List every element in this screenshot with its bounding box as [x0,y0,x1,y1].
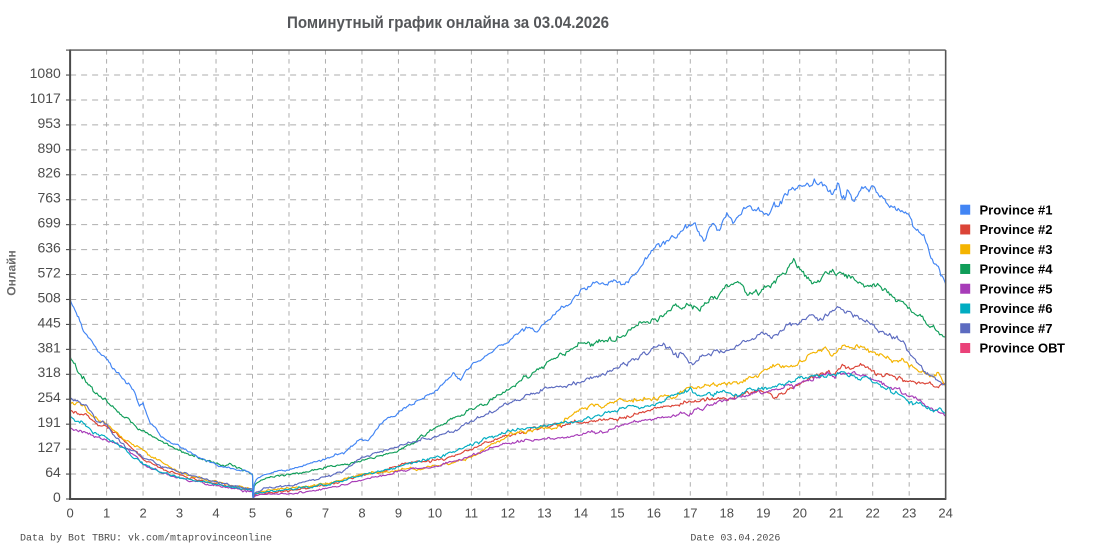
svg-text:1: 1 [103,506,110,521]
svg-text:20: 20 [792,506,806,521]
svg-text:8: 8 [358,506,365,521]
svg-text:64: 64 [45,464,61,480]
svg-text:890: 890 [37,140,61,156]
svg-text:381: 381 [37,339,61,355]
svg-text:445: 445 [37,314,61,330]
svg-text:254: 254 [37,389,61,405]
svg-text:17: 17 [683,506,697,521]
svg-text:Province #3: Province #3 [980,242,1053,257]
svg-text:826: 826 [37,165,61,181]
svg-text:22: 22 [865,506,879,521]
svg-text:21: 21 [829,506,843,521]
svg-text:1017: 1017 [30,90,61,106]
svg-text:6: 6 [285,506,292,521]
svg-text:1080: 1080 [30,65,61,81]
svg-text:Province #5: Province #5 [980,281,1053,296]
svg-text:572: 572 [37,264,61,280]
svg-text:Data by Bot TBRU: vk.com/mtapr: Data by Bot TBRU: vk.com/mtaprovinceonli… [20,533,272,545]
svg-text:508: 508 [37,289,61,305]
svg-text:15: 15 [610,506,624,521]
svg-text:Поминутный график онлайна за 0: Поминутный график онлайна за 03.04.2026 [287,13,609,32]
svg-text:763: 763 [37,190,61,206]
svg-text:Province #6: Province #6 [980,301,1053,316]
svg-text:11: 11 [465,506,479,521]
svg-text:Province #4: Province #4 [980,262,1054,277]
svg-text:Province #1: Province #1 [980,202,1053,217]
svg-text:13: 13 [537,506,551,521]
svg-text:19: 19 [756,506,770,521]
svg-text:12: 12 [501,506,515,521]
svg-text:318: 318 [37,364,61,380]
svg-text:7: 7 [322,506,329,521]
svg-text:10: 10 [428,506,442,521]
svg-text:636: 636 [37,240,61,256]
svg-text:Date 03.04.2026: Date 03.04.2026 [690,534,780,545]
svg-text:9: 9 [395,506,402,521]
svg-text:4: 4 [212,506,219,521]
svg-text:0: 0 [53,489,61,505]
svg-text:16: 16 [647,506,661,521]
svg-text:23: 23 [902,506,916,521]
svg-text:191: 191 [37,414,61,430]
svg-text:5: 5 [249,506,256,521]
svg-text:Онлайн: Онлайн [5,250,19,296]
svg-text:24: 24 [938,506,952,521]
svg-text:699: 699 [37,215,61,231]
svg-text:2: 2 [139,506,146,521]
svg-text:14: 14 [574,506,588,521]
svg-text:Province ОВТ: Province ОВТ [980,341,1066,356]
svg-text:0: 0 [66,506,73,521]
svg-text:18: 18 [720,506,734,521]
svg-text:Province #2: Province #2 [980,222,1053,237]
svg-text:127: 127 [37,439,61,455]
svg-text:3: 3 [176,506,183,521]
svg-text:Province #7: Province #7 [980,321,1053,336]
svg-text:953: 953 [37,115,61,131]
